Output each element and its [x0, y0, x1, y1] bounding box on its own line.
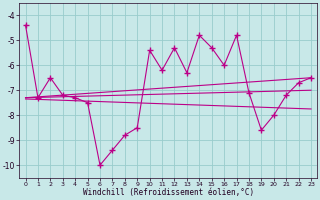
X-axis label: Windchill (Refroidissement éolien,°C): Windchill (Refroidissement éolien,°C) [83, 188, 254, 197]
